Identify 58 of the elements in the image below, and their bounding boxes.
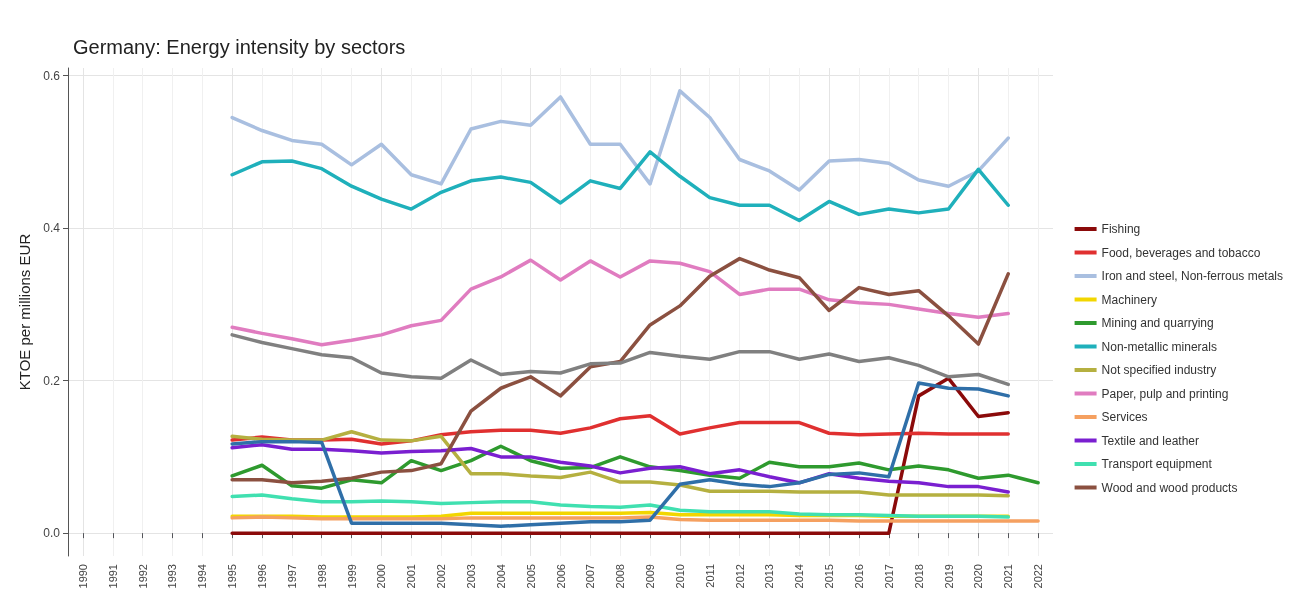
x-tick-label: 2003	[464, 564, 477, 589]
x-tick-label: 2004	[494, 564, 507, 589]
line-series	[230, 89, 1010, 192]
line-series	[230, 150, 1010, 223]
x-tick-label: 1997	[285, 564, 298, 589]
x-tick-label: 2012	[733, 564, 746, 589]
chart-title: Germany: Energy intensity by sectors	[73, 36, 406, 58]
x-tick-label: 2017	[882, 564, 895, 589]
x-tick-label: 1994	[196, 564, 209, 589]
x-tick-label: 2000	[375, 564, 388, 589]
legend-label: Non-metallic minerals	[1101, 339, 1217, 354]
legend-label: Paper, pulp and printing	[1101, 386, 1229, 401]
x-tick-label: 2011	[703, 564, 716, 588]
x-tick-label: 2019	[942, 564, 955, 589]
x-tick-label: 2008	[614, 564, 627, 589]
legend-label: Not specified industry	[1101, 363, 1217, 377]
x-tick-label: 2013	[763, 564, 776, 589]
y-tick-label: 0.0	[43, 526, 61, 541]
y-tick-label: 0.4	[43, 221, 61, 236]
x-tick-label: 2005	[524, 564, 537, 589]
y-axis-title: KTOE per millions EUR	[16, 233, 33, 391]
legend-label: Services	[1101, 410, 1148, 424]
x-tick-label: 2010	[673, 564, 686, 589]
line-series	[230, 333, 1010, 387]
x-tick-label: 1995	[226, 564, 239, 589]
x-tick-label: 2021	[1002, 564, 1015, 589]
y-tick-label: 0.6	[43, 68, 61, 83]
x-tick-label: 2022	[1032, 564, 1045, 589]
x-tick-label: 2014	[793, 564, 806, 589]
x-tick-label: 2007	[584, 564, 597, 589]
x-tick-label: 2020	[972, 564, 985, 589]
x-tick-label: 1990	[76, 564, 89, 589]
legend-label: Food, beverages and tobacco	[1101, 245, 1261, 260]
legend-label: Transport equipment	[1101, 457, 1213, 471]
legend-label: Iron and steel, Non-ferrous metals	[1101, 269, 1283, 283]
legend-label: Mining and quarrying	[1101, 316, 1214, 330]
x-tick-label: 1998	[315, 564, 328, 589]
y-tick-label: 0.2	[43, 373, 61, 388]
line-series	[230, 493, 1010, 519]
x-tick-label: 2016	[852, 564, 865, 589]
legend-label: Wood and wood products	[1101, 480, 1238, 495]
x-tick-label: 1992	[136, 564, 149, 589]
x-tick-label: 1993	[166, 564, 179, 589]
x-tick-label: 2006	[554, 564, 567, 589]
x-tick-label: 2001	[405, 564, 418, 589]
x-tick-label: 2002	[435, 564, 448, 589]
x-tick-label: 1991	[106, 564, 119, 589]
x-tick-label: 2009	[644, 564, 657, 589]
line-series	[230, 256, 1010, 485]
legend-label: Textile and leather	[1101, 433, 1199, 448]
x-tick-label: 1999	[345, 564, 358, 589]
x-tick-label: 1996	[256, 564, 269, 589]
legend-label: Machinery	[1101, 292, 1157, 307]
x-tick-label: 2018	[912, 564, 925, 589]
line-series	[230, 258, 1010, 347]
x-tick-label: 2015	[823, 564, 836, 589]
legend-label: Fishing	[1101, 222, 1141, 236]
line-series	[230, 429, 1010, 498]
